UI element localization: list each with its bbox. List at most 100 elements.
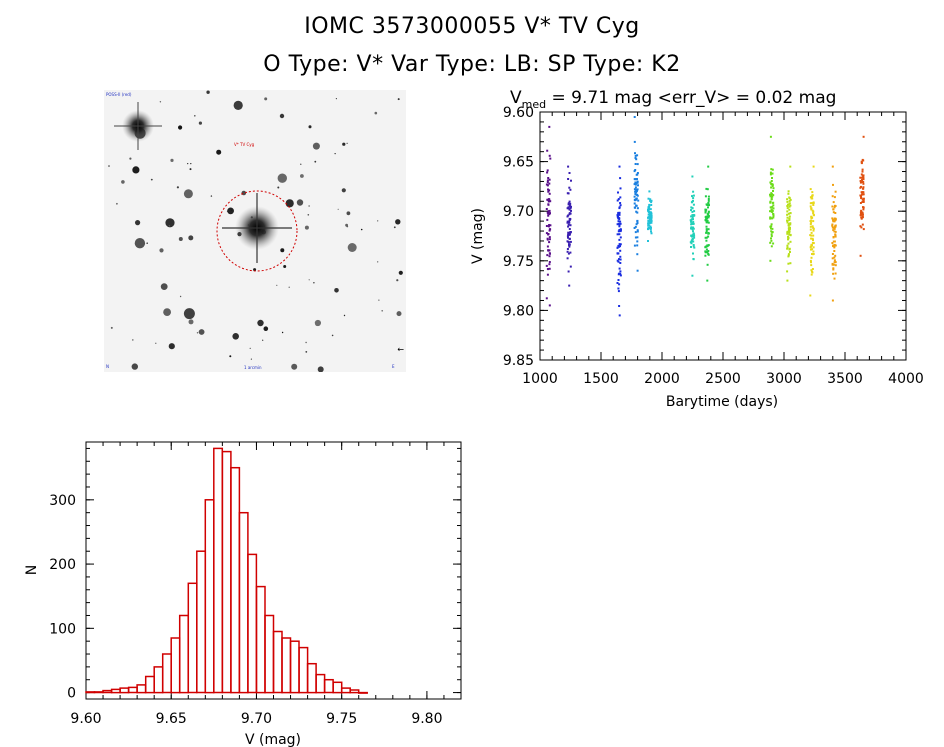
field-star: [160, 283, 168, 290]
light-curve-point: [812, 227, 815, 230]
field-star: [134, 238, 146, 249]
light-curve-point: [786, 244, 789, 247]
x-tick-label: 9.80: [411, 711, 442, 727]
light-curve-point: [770, 233, 773, 236]
chart-title-object: IOMC 3573000055 V* TV Cyg: [304, 14, 640, 39]
light-curve-point: [548, 224, 551, 226]
light-curve-point: [548, 125, 551, 128]
light-curve-point: [833, 226, 836, 229]
x-tick-label: 9.70: [241, 711, 272, 727]
light-curve-point: [812, 229, 815, 232]
light-curve-point: [546, 218, 549, 221]
light-curve-point: [650, 226, 652, 229]
light-curve-point: [789, 223, 792, 226]
light-curve-point: [810, 208, 813, 211]
light-curve-point: [570, 179, 572, 182]
light-curve-point: [546, 184, 549, 187]
light-curve-point: [812, 250, 815, 253]
light-curve-point: [861, 216, 864, 219]
histogram-bar: [264, 614, 275, 694]
light-curve-point: [619, 222, 622, 225]
field-star: [183, 189, 193, 199]
light-curve-point: [786, 279, 789, 282]
light-curve-point: [619, 236, 622, 239]
light-curve-point: [549, 228, 552, 231]
light-curve-point: [810, 269, 813, 272]
north-label: N: [106, 364, 109, 369]
light-curve-point: [812, 246, 815, 249]
light-curve-point: [861, 223, 864, 226]
bright-star-top-left: [114, 102, 162, 150]
light-curve-point: [690, 226, 693, 229]
east-label: E: [392, 364, 395, 369]
light-curve-point: [635, 210, 638, 213]
light-curve-series: [633, 116, 640, 272]
light-curve-point: [770, 180, 773, 182]
light-curve-point: [788, 229, 790, 231]
light-curve-point: [633, 206, 636, 209]
light-curve-points: [545, 116, 865, 317]
light-curve-point: [634, 181, 637, 184]
field-star: [198, 121, 202, 125]
field-star: [129, 157, 132, 160]
light-curve-point: [786, 246, 789, 249]
light-curve-point: [789, 234, 792, 237]
light-curve-point: [618, 165, 621, 168]
light-curve-point: [634, 154, 637, 157]
histogram-bar: [178, 614, 189, 694]
light-curve-point: [692, 203, 695, 206]
field-star: [314, 160, 317, 163]
light-curve-point: [788, 230, 790, 233]
light-curve-point: [705, 236, 708, 239]
light-curve-point: [811, 270, 813, 273]
field-star: [155, 342, 157, 344]
light-curve-point: [548, 209, 551, 212]
field-star: [170, 158, 174, 162]
x-tick-label: 2000: [644, 371, 680, 387]
light-curve-point: [787, 192, 790, 195]
light-curve-point: [548, 154, 551, 157]
histogram-bars: [85, 447, 368, 694]
light-curve-point: [706, 219, 709, 222]
field-star: [277, 186, 280, 189]
field-star: [283, 265, 287, 268]
light-curve-point: [567, 178, 570, 180]
survey-label: POSS-II (red): [106, 92, 132, 97]
title-rest: = 9.71 mag <err_V> = 0.02 mag: [546, 88, 836, 108]
light-curve-point: [691, 210, 694, 213]
light-curve-point: [650, 216, 653, 219]
light-curve-point: [809, 220, 812, 223]
light-curve-point: [859, 214, 862, 217]
light-curve-point: [548, 255, 551, 258]
light-curve-point: [649, 219, 652, 222]
target-marker-circle: [216, 190, 298, 272]
light-curve-point: [834, 261, 837, 264]
light-curve-point: [832, 244, 835, 247]
histogram-bar: [213, 447, 224, 694]
light-curve-point: [568, 220, 571, 223]
light-curve-point: [569, 212, 572, 215]
histogram-axes: 9.60 9.65 9.70 9.75 9.80 0 100 200 300: [49, 442, 462, 727]
light-curve-point: [771, 183, 774, 186]
light-curve-point: [789, 222, 792, 225]
light-curve-point: [788, 215, 791, 218]
light-curve-point: [810, 202, 813, 205]
light-curve-point: [809, 228, 812, 231]
field-star: [397, 98, 400, 101]
histogram-bar: [85, 691, 96, 694]
field-star: [178, 125, 183, 130]
light-curve-title: Vmed = 9.71 mag <err_V> = 0.02 mag: [510, 88, 836, 111]
field-star: [168, 225, 171, 227]
light-curve-point: [647, 228, 649, 231]
light-curve-point: [648, 222, 651, 225]
light-curve-point: [812, 239, 814, 242]
light-curve-point: [545, 183, 548, 186]
histogram-bar: [323, 678, 334, 694]
light-curve-point: [636, 154, 639, 157]
light-curve-point: [705, 203, 708, 206]
light-curve-point: [769, 135, 772, 138]
light-curve-point: [636, 173, 639, 176]
field-star: [188, 319, 194, 325]
light-curve-point: [770, 235, 773, 238]
light-curve-y-axis-label: V (mag): [470, 208, 486, 264]
